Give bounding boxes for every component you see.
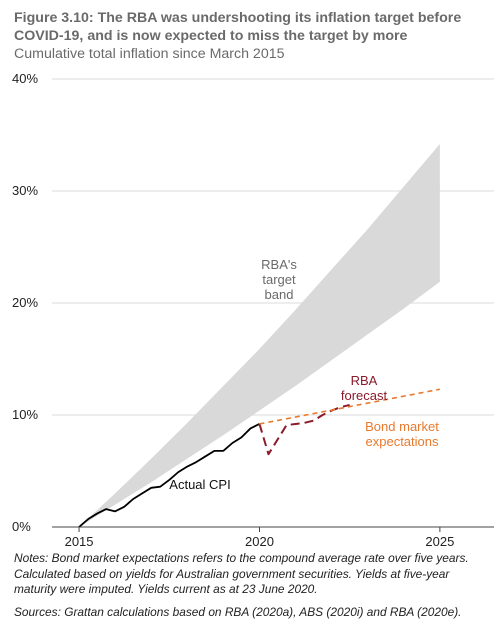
rba-forecast-label: RBA bbox=[351, 373, 378, 388]
y-tick-label: 10% bbox=[12, 407, 38, 422]
rba-forecast-line bbox=[258, 403, 350, 456]
series-lines-layer bbox=[78, 388, 441, 528]
y-tick-label: 0% bbox=[12, 519, 31, 534]
x-tick-label: 2025 bbox=[425, 534, 454, 549]
target-band-layer bbox=[79, 143, 440, 527]
rba-forecast-label: forecast bbox=[341, 388, 388, 403]
x-tick-label: 2015 bbox=[65, 534, 94, 549]
figure-notes: Notes: Bond market expectations refers t… bbox=[14, 551, 469, 596]
target-band-label: RBA's bbox=[261, 257, 297, 272]
bond-market-line bbox=[259, 388, 441, 425]
x-tick-label: 2020 bbox=[245, 534, 274, 549]
actual-cpi-label: Actual CPI bbox=[169, 477, 230, 492]
bond-market-label: expectations bbox=[366, 434, 439, 449]
target-band-label: band bbox=[265, 287, 294, 302]
y-tick-label: 20% bbox=[12, 295, 38, 310]
actual-cpi-line bbox=[78, 423, 260, 528]
target-band-label: target bbox=[262, 272, 296, 287]
figure-sources: Sources: Grattan calculations based on R… bbox=[14, 605, 462, 619]
y-tick-label: 30% bbox=[12, 183, 38, 198]
target-band-area bbox=[79, 143, 440, 527]
axes-layer: 0% 10% 20% 30% 40% 2015 2020 2025 bbox=[12, 71, 494, 549]
bond-market-label: Bond market bbox=[365, 419, 439, 434]
figure-title: Figure 3.10: The RBA was undershooting i… bbox=[14, 10, 462, 44]
figure-subtitle: Cumulative total inflation since March 2… bbox=[14, 46, 285, 62]
y-tick-label: 40% bbox=[12, 71, 38, 86]
